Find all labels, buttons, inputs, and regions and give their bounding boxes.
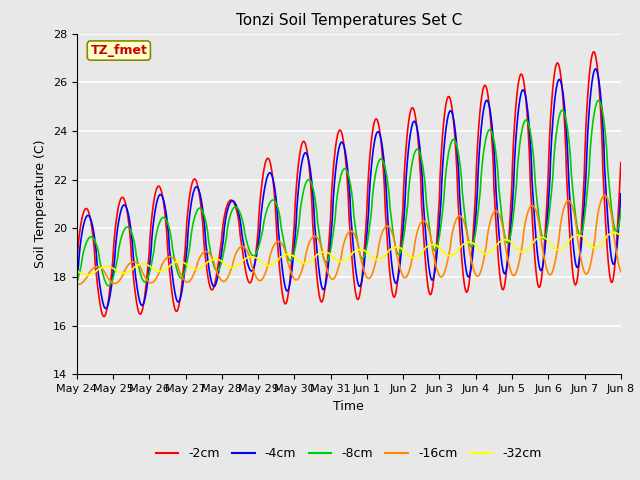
- -4cm: [102, 306, 109, 312]
- -8cm: [595, 97, 602, 103]
- -4cm: [617, 191, 625, 197]
- -2cm: [589, 49, 597, 55]
- -2cm: [313, 274, 321, 280]
- Title: Tonzi Soil Temperatures Set C: Tonzi Soil Temperatures Set C: [236, 13, 462, 28]
- Y-axis label: Soil Temperature (C): Soil Temperature (C): [35, 140, 47, 268]
- -16cm: [294, 276, 301, 282]
- -16cm: [600, 192, 608, 198]
- -32cm: [129, 266, 137, 272]
- -4cm: [498, 258, 506, 264]
- -8cm: [294, 232, 301, 238]
- -8cm: [498, 211, 506, 216]
- -16cm: [75, 281, 83, 287]
- -32cm: [73, 268, 81, 274]
- Line: -8cm: -8cm: [77, 100, 621, 286]
- -16cm: [447, 238, 455, 244]
- X-axis label: Time: Time: [333, 400, 364, 413]
- Line: -2cm: -2cm: [77, 52, 621, 317]
- -4cm: [129, 248, 137, 253]
- -8cm: [508, 228, 515, 234]
- -2cm: [294, 172, 301, 178]
- -4cm: [592, 66, 600, 72]
- -8cm: [617, 209, 625, 215]
- -2cm: [617, 160, 625, 166]
- -2cm: [73, 262, 81, 268]
- -8cm: [73, 280, 81, 286]
- -32cm: [447, 253, 455, 259]
- -4cm: [508, 217, 515, 223]
- Line: -16cm: -16cm: [77, 195, 621, 284]
- -16cm: [508, 270, 515, 276]
- -2cm: [129, 269, 137, 275]
- -8cm: [313, 211, 321, 217]
- -4cm: [294, 199, 301, 204]
- Line: -32cm: -32cm: [77, 232, 621, 275]
- -16cm: [129, 259, 137, 264]
- -16cm: [498, 219, 506, 225]
- -2cm: [100, 314, 108, 320]
- -8cm: [447, 140, 455, 146]
- -2cm: [498, 284, 506, 290]
- -4cm: [73, 276, 81, 282]
- -16cm: [313, 235, 321, 240]
- -32cm: [610, 229, 618, 235]
- -32cm: [294, 257, 301, 263]
- Line: -4cm: -4cm: [77, 69, 621, 309]
- -32cm: [508, 240, 515, 245]
- -8cm: [129, 234, 137, 240]
- -32cm: [313, 252, 321, 258]
- -16cm: [617, 268, 625, 274]
- -16cm: [73, 281, 81, 287]
- -2cm: [508, 192, 515, 198]
- -4cm: [447, 108, 455, 114]
- -32cm: [83, 272, 91, 278]
- -32cm: [498, 238, 506, 243]
- -4cm: [313, 248, 321, 253]
- Legend: -2cm, -4cm, -8cm, -16cm, -32cm: -2cm, -4cm, -8cm, -16cm, -32cm: [151, 442, 547, 465]
- -2cm: [447, 99, 455, 105]
- -32cm: [617, 233, 625, 239]
- -8cm: [104, 283, 112, 288]
- Text: TZ_fmet: TZ_fmet: [90, 44, 147, 57]
